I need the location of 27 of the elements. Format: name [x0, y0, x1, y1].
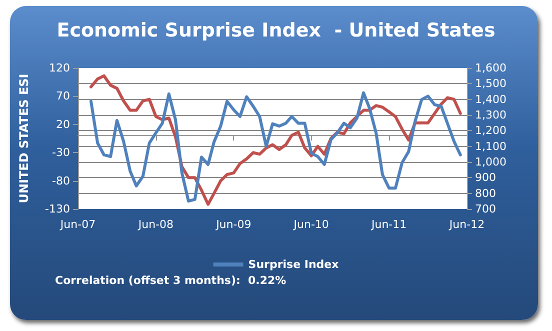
x-tick-label: Jun-09 [215, 218, 252, 231]
legend-label: Surprise Index [248, 258, 339, 271]
line-series [89, 91, 462, 203]
y-tick-label: -80 [52, 174, 70, 188]
x-tick-label: Jun-08 [137, 218, 174, 231]
y2-tick-label: 1,300 [475, 108, 506, 122]
y2-tick-label: 1,600 [475, 62, 506, 74]
x-tick-label: Jun-11 [370, 218, 407, 231]
y-tick-label: 120 [49, 62, 70, 74]
y-tick-label: -30 [52, 146, 70, 160]
y2-tick-label: 1,100 [475, 140, 506, 153]
y2-tick-label: 1,500 [475, 77, 506, 90]
y-tick-label: 20 [56, 118, 70, 131]
y2-tick-label: 700 [475, 202, 496, 216]
y2-tick-label: 900 [475, 171, 496, 184]
y2-tick-label: 1,200 [475, 124, 506, 138]
y2-tick-label: 800 [475, 186, 496, 200]
text: Correlation (offset 3 months): 0.22% [55, 274, 286, 287]
chart-title: Economic Surprise Index - United States [56, 20, 496, 42]
y2-tick-label: 1,000 [475, 156, 506, 168]
x-tick-label: Jun-10 [292, 218, 329, 231]
y2-tick-label: 1,400 [475, 92, 506, 106]
y-tick-label: -130 [45, 202, 70, 216]
x-tick-label: Jun-12 [448, 218, 485, 231]
x-tick-label: Jun-07 [59, 218, 96, 231]
y-axis-title: UNITED STATES ESI [17, 74, 31, 204]
y-tick-label: 70 [56, 90, 70, 103]
